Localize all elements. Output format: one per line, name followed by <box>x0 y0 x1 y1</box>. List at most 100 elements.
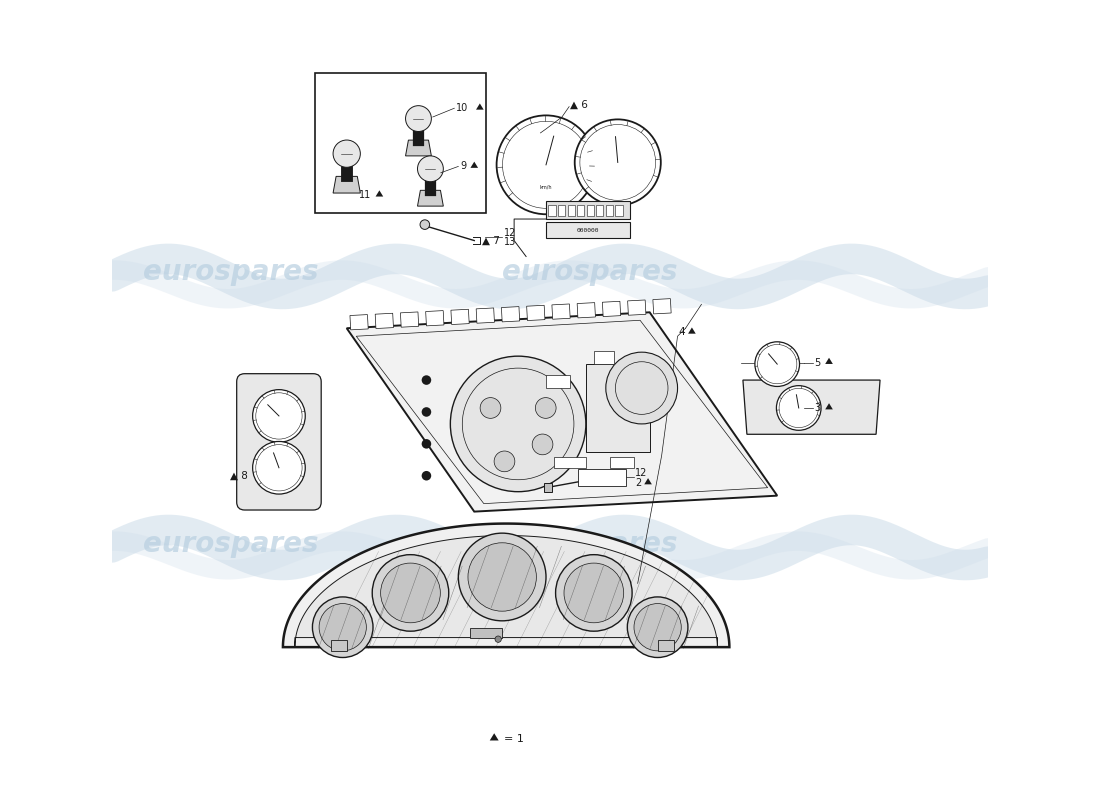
Polygon shape <box>825 358 833 364</box>
Bar <box>546 222 629 238</box>
Text: 5: 5 <box>815 358 821 367</box>
Circle shape <box>777 386 821 430</box>
Polygon shape <box>490 734 498 741</box>
Bar <box>471 628 503 638</box>
Bar <box>400 312 419 327</box>
Bar <box>615 206 623 216</box>
Bar <box>568 206 574 216</box>
Text: 10: 10 <box>455 103 469 114</box>
Bar <box>315 73 486 213</box>
Circle shape <box>333 140 361 167</box>
Circle shape <box>627 597 688 658</box>
Circle shape <box>574 119 661 206</box>
Polygon shape <box>333 176 361 193</box>
Circle shape <box>480 398 501 418</box>
Text: eurospares: eurospares <box>143 530 319 558</box>
Bar <box>331 640 346 651</box>
Circle shape <box>406 106 431 131</box>
Circle shape <box>606 352 678 424</box>
Text: 4: 4 <box>679 327 685 338</box>
Text: 2: 2 <box>636 478 641 488</box>
Text: 3: 3 <box>815 403 821 413</box>
Polygon shape <box>645 478 652 484</box>
Text: 12: 12 <box>636 468 648 478</box>
Polygon shape <box>295 535 717 647</box>
Circle shape <box>755 342 800 386</box>
Bar <box>552 304 570 319</box>
Circle shape <box>253 390 306 442</box>
Polygon shape <box>825 403 833 410</box>
Polygon shape <box>418 190 443 206</box>
Text: eurospares: eurospares <box>143 258 319 286</box>
Circle shape <box>253 442 306 494</box>
Circle shape <box>372 554 449 631</box>
Circle shape <box>421 439 431 449</box>
Bar <box>578 469 626 486</box>
Circle shape <box>536 398 557 418</box>
Bar <box>375 314 394 329</box>
Circle shape <box>420 220 430 230</box>
Bar <box>586 206 594 216</box>
Circle shape <box>468 542 537 611</box>
Bar <box>426 310 444 326</box>
Text: ▲ 6: ▲ 6 <box>570 100 587 110</box>
Text: eurospares: eurospares <box>502 258 678 286</box>
Bar <box>554 457 586 468</box>
Polygon shape <box>406 140 431 156</box>
Circle shape <box>312 597 373 658</box>
Bar <box>476 308 494 323</box>
Polygon shape <box>689 327 695 334</box>
Circle shape <box>634 603 681 651</box>
Bar <box>527 306 544 321</box>
Circle shape <box>421 375 431 385</box>
Bar <box>549 206 556 216</box>
Circle shape <box>459 533 546 621</box>
Text: ▲ 8: ▲ 8 <box>230 470 248 481</box>
Polygon shape <box>471 162 478 168</box>
Circle shape <box>421 471 431 481</box>
Bar <box>628 300 646 315</box>
Bar <box>558 206 565 216</box>
Text: ▲ 7: ▲ 7 <box>482 235 500 246</box>
Text: 13: 13 <box>504 237 516 247</box>
Text: 11: 11 <box>359 190 371 200</box>
Bar <box>578 302 595 318</box>
Bar <box>603 302 620 317</box>
Circle shape <box>556 554 632 631</box>
Polygon shape <box>283 523 729 647</box>
Bar <box>586 364 650 452</box>
Text: = 1: = 1 <box>504 734 524 744</box>
Bar <box>594 351 614 364</box>
Bar <box>609 457 634 468</box>
Circle shape <box>319 603 366 651</box>
FancyBboxPatch shape <box>236 374 321 510</box>
Bar <box>653 298 671 314</box>
Polygon shape <box>742 380 880 434</box>
Bar <box>544 483 552 493</box>
Text: 000000: 000000 <box>576 228 598 233</box>
Circle shape <box>421 407 431 417</box>
Bar <box>606 206 613 216</box>
Polygon shape <box>346 312 778 512</box>
Bar <box>578 206 584 216</box>
Circle shape <box>496 115 595 214</box>
Bar <box>546 202 629 219</box>
Text: 12: 12 <box>504 227 516 238</box>
Bar <box>451 310 470 325</box>
Text: km/h: km/h <box>540 185 552 190</box>
Bar <box>546 375 570 388</box>
Circle shape <box>495 636 502 642</box>
Text: eurospares: eurospares <box>502 530 678 558</box>
Circle shape <box>418 156 443 182</box>
Bar <box>658 640 673 651</box>
Circle shape <box>494 451 515 472</box>
Polygon shape <box>476 103 484 110</box>
Bar <box>502 306 519 322</box>
Circle shape <box>381 563 440 622</box>
Bar <box>350 314 368 330</box>
Circle shape <box>564 563 624 622</box>
Circle shape <box>532 434 553 454</box>
Polygon shape <box>375 190 383 197</box>
Bar <box>596 206 604 216</box>
Text: 9: 9 <box>460 162 466 171</box>
